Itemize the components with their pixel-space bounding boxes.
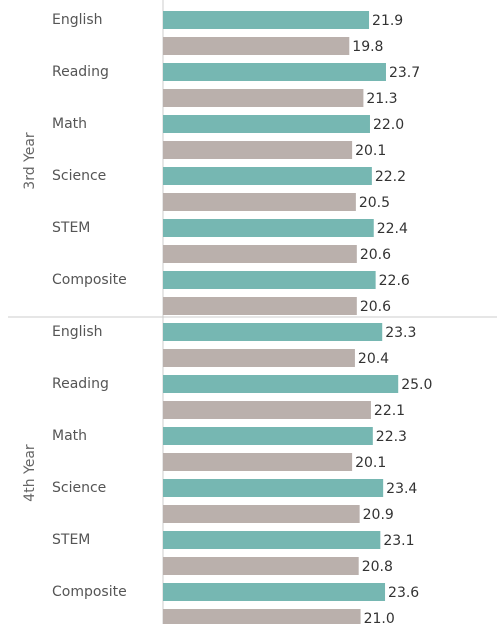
value-label: 20.4: [358, 351, 389, 367]
panel-label: 4th Year: [22, 444, 38, 502]
bar: [163, 609, 361, 624]
bar: [163, 245, 357, 263]
bar: [163, 557, 359, 575]
bar: [163, 115, 370, 133]
category-label: STEM: [52, 220, 90, 236]
value-label: 21.9: [372, 13, 403, 29]
category-label: STEM: [52, 532, 90, 548]
category-label: English: [52, 12, 103, 28]
bar: [163, 141, 353, 159]
value-label: 22.6: [379, 273, 410, 289]
bar: [163, 453, 353, 471]
category-label: Science: [52, 480, 106, 496]
bar: [163, 11, 370, 29]
value-label: 25.0: [401, 377, 432, 393]
value-label: 21.3: [366, 91, 397, 107]
value-label: 21.0: [364, 611, 395, 624]
category-label: Reading: [52, 376, 109, 392]
bar: [163, 349, 355, 367]
bar: [163, 193, 356, 211]
category-label: Math: [52, 116, 87, 132]
bar: [163, 167, 372, 185]
bar: [163, 375, 399, 393]
category-label: English: [52, 324, 103, 340]
value-label: 20.5: [359, 195, 390, 211]
bar: [163, 531, 381, 549]
value-label: 22.2: [375, 169, 406, 185]
value-label: 20.8: [362, 559, 393, 575]
category-label: Math: [52, 428, 87, 444]
bar: [163, 89, 364, 107]
category-label: Composite: [52, 272, 127, 288]
value-label: 20.9: [363, 507, 394, 523]
value-label: 22.3: [376, 429, 407, 445]
bar: [163, 583, 386, 601]
panel-label: 3rd Year: [22, 132, 38, 190]
value-label: 20.1: [355, 143, 386, 159]
value-label: 23.3: [385, 325, 416, 341]
value-label: 20.6: [360, 247, 391, 263]
value-label: 23.6: [388, 585, 419, 601]
bar: [163, 37, 350, 55]
value-label: 20.6: [360, 299, 391, 315]
category-label: Reading: [52, 64, 109, 80]
bar: [163, 401, 371, 419]
value-label: 23.7: [389, 65, 420, 81]
value-label: 22.1: [374, 403, 405, 419]
bar: [163, 219, 374, 237]
bar: [163, 297, 357, 315]
value-label: 22.4: [377, 221, 408, 237]
bar: [163, 271, 376, 289]
category-label: Science: [52, 168, 106, 184]
bar: [163, 323, 383, 341]
value-label: 19.8: [352, 39, 383, 55]
value-label: 20.1: [355, 455, 386, 471]
value-label: 23.1: [383, 533, 414, 549]
bar: [163, 63, 386, 81]
category-label: Composite: [52, 584, 127, 600]
bar: [163, 479, 384, 497]
value-label: 23.4: [386, 481, 417, 497]
value-label: 22.0: [373, 117, 404, 133]
bar: [163, 505, 360, 523]
bar: [163, 427, 373, 445]
